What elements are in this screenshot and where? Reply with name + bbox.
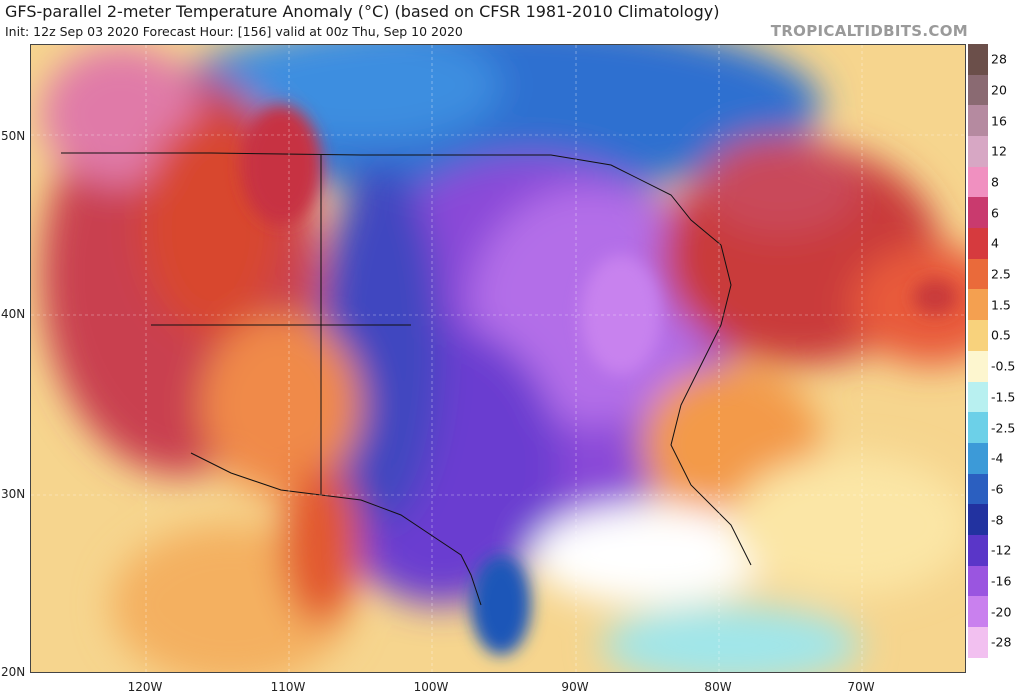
- lat-label-20n: 20N: [1, 665, 26, 679]
- colorbar-swatch: [968, 105, 988, 137]
- colorbar-swatch: [968, 565, 988, 597]
- colorbar-label: -12: [991, 542, 1012, 558]
- brand-watermark: TROPICALTIDBITS.COM: [770, 22, 968, 40]
- colorbar-swatch: [968, 197, 988, 229]
- colorbar-label: 28: [991, 51, 1007, 67]
- colorbar-swatch: [968, 473, 988, 505]
- lon-label-70w: 70W: [847, 680, 875, 694]
- colorbar-label: -6: [991, 481, 1004, 497]
- colorbar-legend: 28 20 16 12 8 6 4 2.5 1.5 0.5 -0.5 -1.5 -2.5 -4 -6 -8 -1…: [968, 44, 1018, 673]
- colorbar-swatch: [968, 381, 988, 413]
- colorbar-label: -28: [991, 634, 1012, 650]
- colorbar-label: -2.5: [991, 420, 1016, 436]
- colorbar-swatch: [968, 136, 988, 168]
- colorbar-label: -4: [991, 450, 1004, 466]
- forecast-info: Init: 12z Sep 03 2020 Forecast Hour: [15…: [5, 24, 463, 39]
- colorbar-swatch: [968, 258, 988, 290]
- colorbar-label: -8: [991, 512, 1004, 528]
- colorbar-swatch: [968, 44, 988, 76]
- lon-label-100w: 100W: [413, 680, 449, 694]
- colorbar-swatch: [968, 626, 988, 659]
- lat-label-30n: 30N: [1, 487, 26, 501]
- colorbar-label: 8: [991, 174, 999, 190]
- colorbar-swatch: [968, 350, 988, 382]
- colorbar-swatch: [968, 442, 988, 475]
- colorbar-label: 2.5: [991, 266, 1011, 282]
- colorbar-label: 0.5: [991, 327, 1011, 343]
- colorbar-label: -0.5: [991, 358, 1016, 374]
- lon-label-90w: 90W: [561, 680, 589, 694]
- colorbar-label: 4: [991, 235, 999, 251]
- colorbar-label: 1.5: [991, 297, 1011, 313]
- colorbar-swatch: [968, 534, 988, 567]
- colorbar-swatch: [968, 289, 988, 321]
- colorbar-label: 20: [991, 82, 1007, 98]
- colorbar-label: -20: [991, 604, 1012, 620]
- lat-label-50n: 50N: [1, 129, 26, 143]
- anomaly-field: [31, 45, 965, 672]
- map-title: GFS-parallel 2-meter Temperature Anomaly…: [5, 2, 720, 21]
- colorbar-swatch: [968, 166, 988, 198]
- lon-label-120w: 120W: [127, 680, 163, 694]
- colorbar-swatch: [968, 320, 988, 352]
- colorbar-swatch: [968, 228, 988, 260]
- colorbar-label: 6: [991, 205, 999, 221]
- colorbar-swatch: [968, 596, 988, 628]
- colorbar-label: 16: [991, 113, 1007, 129]
- lat-label-40n: 40N: [1, 307, 26, 321]
- anomaly-map: [30, 44, 966, 673]
- colorbar-label: 12: [991, 143, 1007, 159]
- colorbar-swatch: [968, 504, 988, 536]
- lon-label-110w: 110W: [270, 680, 306, 694]
- lon-label-80w: 80W: [704, 680, 732, 694]
- colorbar-label: -1.5: [991, 389, 1016, 405]
- colorbar-label: -16: [991, 573, 1012, 589]
- colorbar-swatch: [968, 412, 988, 444]
- colorbar-swatch: [968, 74, 988, 106]
